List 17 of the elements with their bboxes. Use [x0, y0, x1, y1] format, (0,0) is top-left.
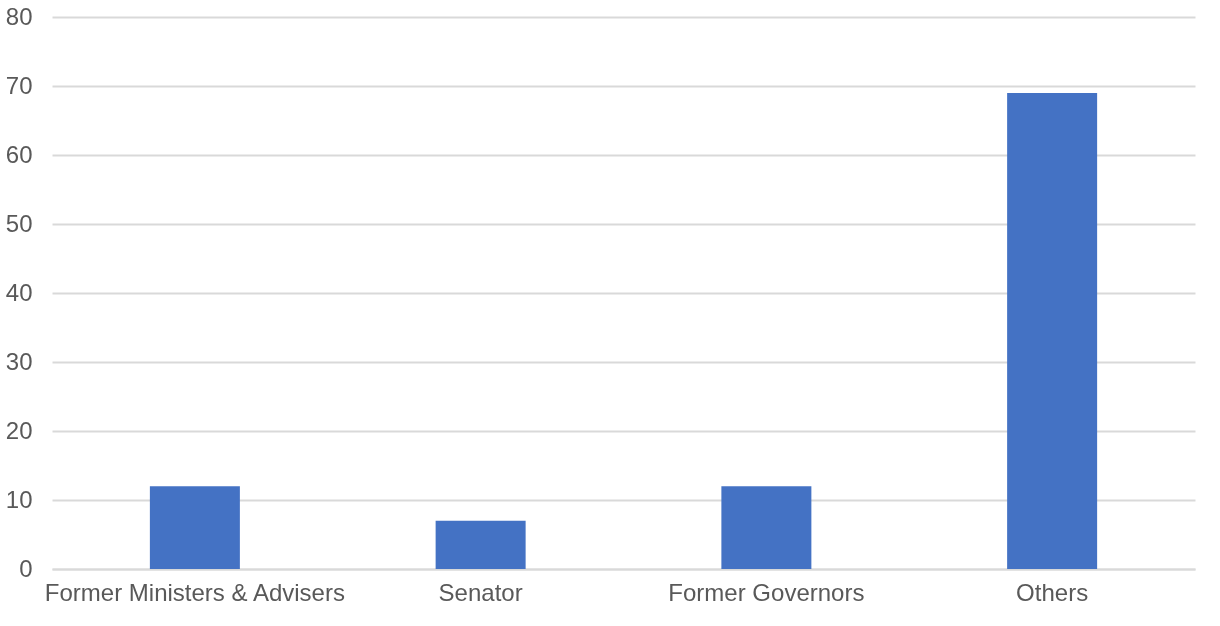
x-tick-label: Senator — [438, 578, 523, 606]
y-tick-label: 80 — [5, 2, 33, 30]
bar — [149, 486, 240, 569]
y-tick-label: 50 — [5, 209, 33, 237]
x-tick-label: Former Governors — [668, 578, 865, 606]
y-tick-label: 0 — [19, 554, 33, 582]
y-tick-label: 70 — [5, 71, 33, 99]
y-tick-label: 20 — [5, 416, 33, 444]
y-tick-label: 40 — [5, 278, 33, 306]
y-tick-label: 10 — [5, 485, 33, 513]
bar — [721, 486, 812, 569]
y-tick-label: 30 — [5, 347, 33, 375]
bar — [435, 520, 526, 569]
x-tick-label: Others — [1016, 578, 1089, 606]
x-tick-label: Former Ministers & Advisers — [44, 578, 345, 606]
y-tick-label: 60 — [5, 140, 33, 168]
bar — [1007, 92, 1098, 569]
